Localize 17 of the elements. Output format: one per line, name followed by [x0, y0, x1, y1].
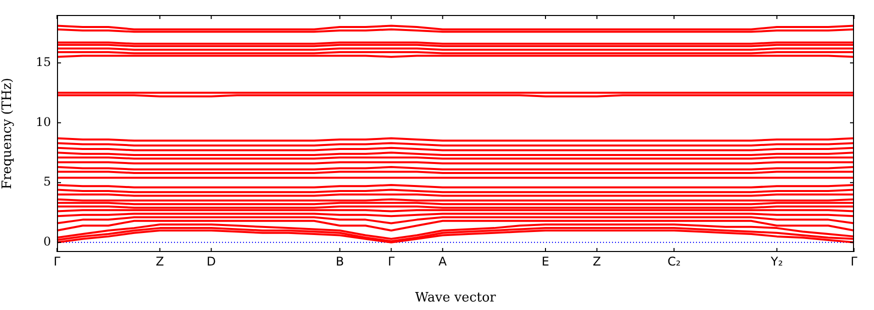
x-tick-label: Γ	[388, 254, 395, 268]
x-axis-title: Wave vector	[415, 290, 497, 306]
y-tick-label: 15	[36, 55, 51, 70]
y-tick-label: 10	[36, 114, 51, 129]
y-tick-label: 5	[43, 174, 51, 189]
x-tick-label: D	[206, 254, 216, 268]
y-axis-title: Frequency (THz)	[0, 78, 16, 190]
x-tick-label: B	[336, 254, 344, 268]
x-tick-label: C₂	[667, 254, 681, 268]
y-tick-label: 0	[43, 234, 51, 249]
x-tick-label: Z	[592, 254, 602, 268]
x-tick-label: Y₂	[770, 254, 784, 268]
x-tick-label: Γ	[850, 254, 858, 268]
x-tick-label: Γ	[54, 254, 61, 268]
x-tick-label: E	[542, 254, 550, 268]
x-tick-label: Z	[156, 254, 164, 268]
x-tick-label: A	[438, 254, 448, 268]
